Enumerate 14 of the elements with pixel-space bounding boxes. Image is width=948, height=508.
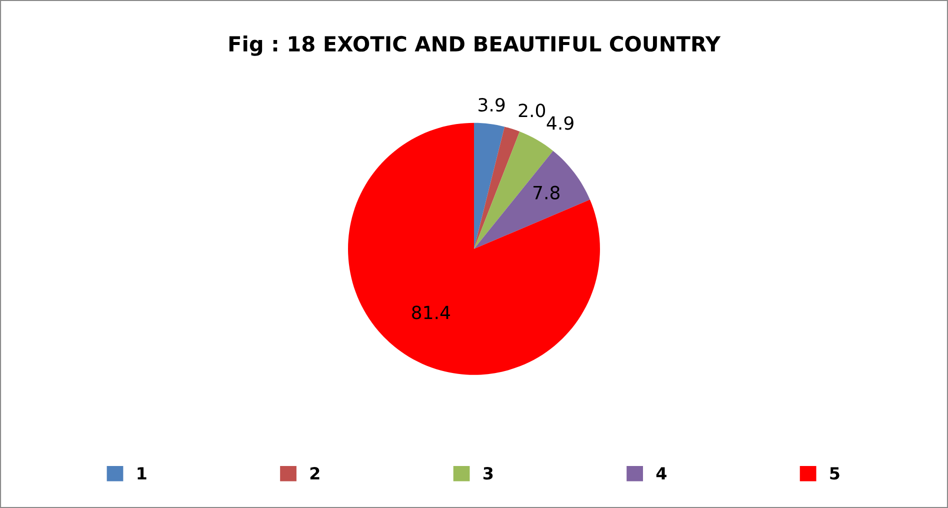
pie-slice (474, 150, 590, 249)
pie-slice (474, 122, 505, 249)
chart-title: Fig : 18 EXOTIC AND BEAUTIFUL COUNTRY (229, 36, 721, 56)
legend-label: 3 (483, 467, 493, 480)
legend-label: 1 (138, 467, 146, 480)
legend-label: 2 (310, 467, 320, 480)
data-label: 81.4 (412, 306, 450, 320)
data-label: 7.8 (533, 186, 560, 200)
data-label: 2.0 (518, 104, 546, 118)
pie-slice (474, 126, 520, 249)
data-label: 4.9 (546, 116, 574, 130)
data-label: 3.9 (478, 98, 505, 112)
legend-label: 4 (656, 467, 666, 480)
legend-label: 5 (830, 467, 840, 480)
